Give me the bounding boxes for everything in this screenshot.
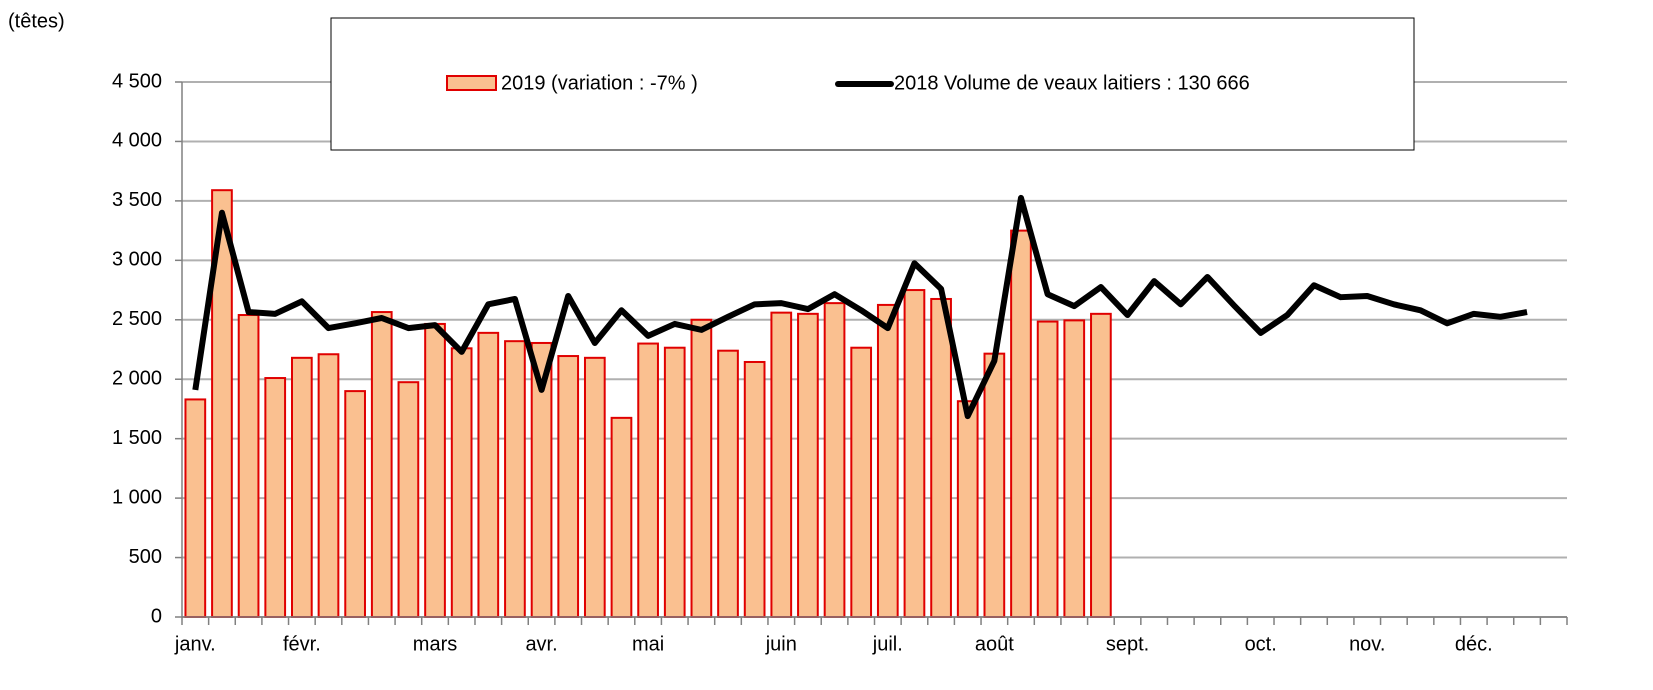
legend-swatch xyxy=(446,75,497,91)
bar xyxy=(823,302,846,618)
bar xyxy=(876,303,899,618)
y-tick-label: 2 000 xyxy=(112,368,162,390)
bar xyxy=(1090,312,1112,618)
bar xyxy=(956,400,979,619)
bar xyxy=(317,353,340,618)
bar xyxy=(850,346,873,618)
bar xyxy=(291,356,313,618)
x-tick-label: janv. xyxy=(174,633,216,655)
x-tick-label: nov. xyxy=(1349,633,1385,655)
bar xyxy=(930,297,952,618)
y-tick-label: 3 500 xyxy=(112,189,162,211)
bar xyxy=(583,356,606,618)
bar xyxy=(1036,320,1059,618)
bar xyxy=(610,416,633,618)
y-tick-label: 4 000 xyxy=(112,130,162,152)
legend-label: 2019 (variation : -7% ) xyxy=(501,72,698,94)
bar xyxy=(397,381,420,619)
y-tick-label: 4 500 xyxy=(112,70,162,92)
bar xyxy=(370,311,393,618)
bar xyxy=(903,289,926,618)
bar xyxy=(770,311,793,618)
bar xyxy=(797,312,819,618)
x-tick-label: oct. xyxy=(1245,633,1277,655)
bar xyxy=(237,314,260,618)
bar xyxy=(1063,319,1086,618)
bar xyxy=(504,340,526,618)
bar xyxy=(637,342,659,618)
y-tick-label: 1 000 xyxy=(112,486,162,508)
bar xyxy=(557,355,580,618)
y-tick-label: 500 xyxy=(129,546,162,568)
x-tick-label: mai xyxy=(632,633,664,655)
x-tick-label: avr. xyxy=(525,633,557,655)
x-tick-label: déc. xyxy=(1455,633,1493,655)
bar xyxy=(717,349,739,618)
bar xyxy=(1010,229,1032,618)
bar xyxy=(983,352,1006,618)
bar xyxy=(344,390,366,618)
y-tick-label: 3 000 xyxy=(112,249,162,271)
bar xyxy=(663,346,686,618)
y-tick-label: 1 500 xyxy=(112,427,162,449)
bar xyxy=(450,347,473,618)
bar xyxy=(424,322,446,618)
bar xyxy=(690,318,713,618)
x-tick-label: mars xyxy=(413,633,457,655)
x-tick-label: févr. xyxy=(283,633,321,655)
x-tick-label: août xyxy=(975,633,1014,655)
bar xyxy=(184,398,207,618)
y-axis-label: (têtes) xyxy=(8,10,65,32)
legend-label: 2018 Volume de veaux laitiers : 130 666 xyxy=(894,72,1250,94)
y-tick-label: 2 500 xyxy=(112,308,162,330)
line xyxy=(192,194,1528,420)
bar xyxy=(477,331,500,618)
bar xyxy=(264,377,287,618)
x-tick-label: juil. xyxy=(872,633,903,655)
bar xyxy=(743,360,766,618)
y-tick-label: 0 xyxy=(151,605,162,627)
x-tick-label: juin xyxy=(765,633,797,655)
x-tick-label: sept. xyxy=(1106,633,1149,655)
